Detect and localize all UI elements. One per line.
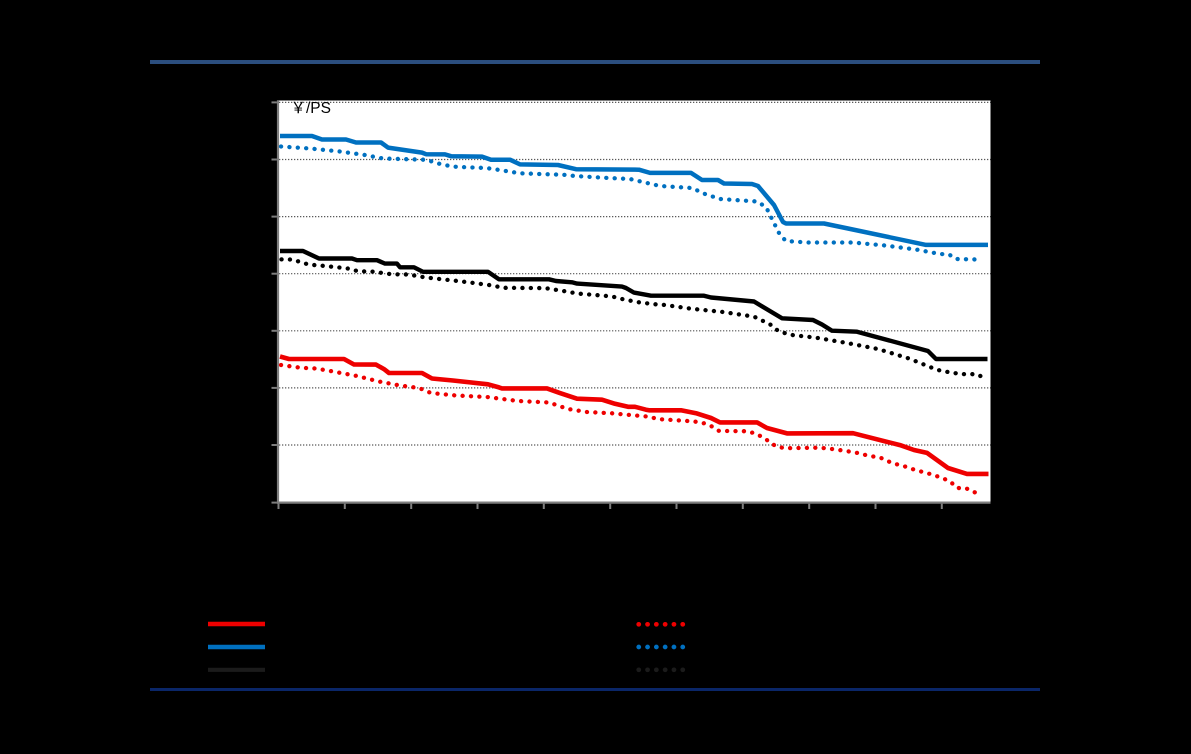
svg-text:￥/PS: ￥/PS — [291, 100, 331, 117]
